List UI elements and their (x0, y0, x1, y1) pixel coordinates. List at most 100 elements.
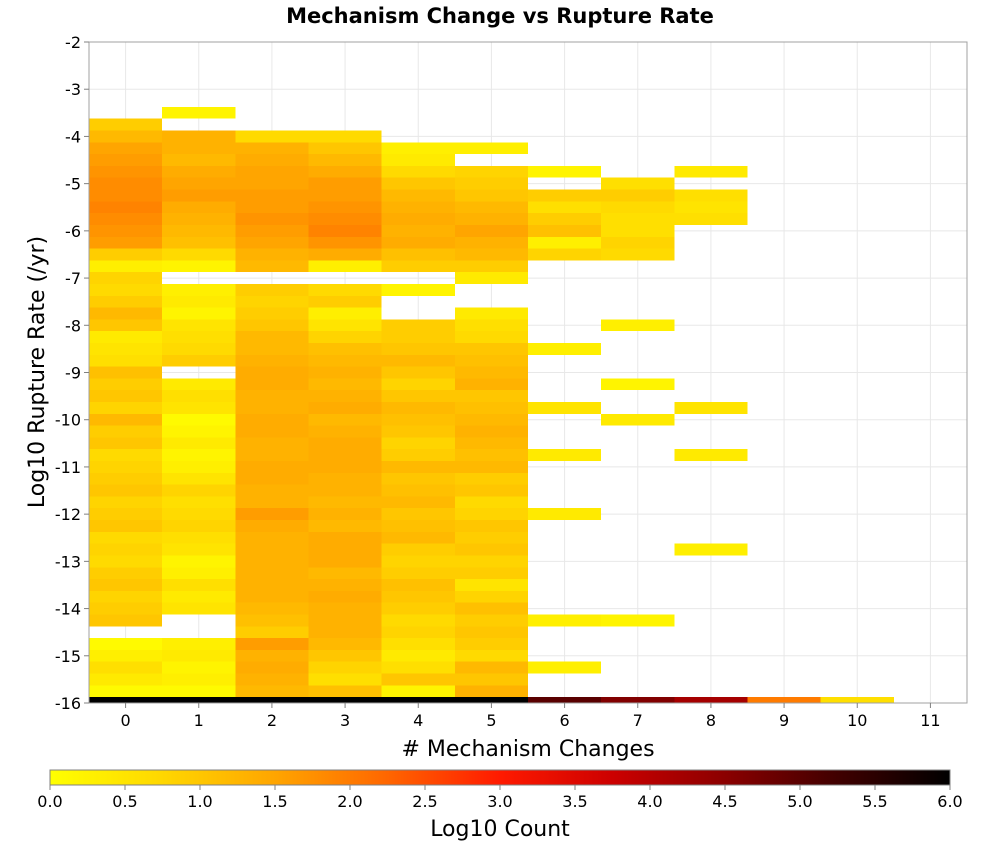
heatmap-cell (235, 295, 309, 308)
heatmap-cell (162, 484, 236, 497)
heatmap-cell (162, 331, 236, 343)
heatmap-cell (454, 685, 528, 698)
colorbar-tick-label: 1.0 (187, 792, 212, 811)
heatmap-cell (89, 508, 163, 521)
heatmap-cell (454, 236, 528, 249)
heatmap-cell (235, 626, 309, 639)
colorbar-tick-label: 4.5 (712, 792, 737, 811)
heatmap-cell (235, 319, 309, 332)
heatmap-cell (381, 697, 455, 703)
heatmap-cell (162, 130, 236, 143)
heatmap-cell (454, 697, 528, 703)
colorbar-tick-label: 0.5 (112, 792, 137, 811)
heatmap-cell (162, 413, 236, 426)
colorbar-tick-label: 2.0 (337, 792, 362, 811)
colorbar-tick-label: 3.5 (562, 792, 587, 811)
heatmap-cell (235, 366, 309, 379)
heatmap-cell (162, 378, 236, 391)
heatmap-cell (235, 260, 309, 273)
heatmap-cell (381, 142, 455, 155)
colorbar-tick-label: 3.0 (487, 792, 512, 811)
heatmap-cell (235, 425, 309, 438)
heatmap-cell (89, 154, 163, 166)
y-tick-label: -4 (65, 127, 81, 146)
heatmap-cell (162, 142, 236, 155)
y-tick-label: -9 (65, 364, 81, 383)
heatmap-cell (89, 248, 163, 261)
heatmap-cell (528, 508, 602, 521)
heatmap-cell (528, 213, 602, 225)
heatmap-cell (381, 673, 455, 686)
heatmap-cell (381, 154, 455, 166)
heatmap-cell (381, 213, 455, 225)
heatmap-cell (381, 366, 455, 379)
heatmap-cell (235, 342, 309, 355)
heatmap-cell (308, 354, 382, 367)
heatmap-cell (381, 496, 455, 509)
heatmap-cell (162, 673, 236, 686)
heatmap-cell (381, 260, 455, 273)
heatmap-cell (235, 567, 309, 580)
heatmap-cell (601, 213, 675, 225)
heatmap-cell (528, 248, 602, 261)
heatmap-cell (162, 697, 236, 703)
heatmap-cell (162, 307, 236, 320)
heatmap-cell (528, 402, 602, 414)
y-tick-label: -6 (65, 222, 81, 241)
x-tick-label: 6 (559, 711, 569, 730)
heatmap-cell (674, 697, 748, 703)
heatmap-cell (235, 189, 309, 202)
heatmap-cell (454, 449, 528, 462)
heatmap-cell (454, 342, 528, 355)
heatmap-cell (528, 449, 602, 462)
heatmap-cell (454, 165, 528, 178)
heatmap-cell (235, 236, 309, 249)
heatmap-cell (454, 531, 528, 544)
heatmap-cell (89, 484, 163, 497)
heatmap-cell (601, 319, 675, 332)
x-tick-label: 7 (633, 711, 643, 730)
heatmap-cell (454, 626, 528, 639)
x-tick-label: 8 (706, 711, 716, 730)
heatmap-cell (454, 567, 528, 580)
heatmap-cell (674, 402, 748, 414)
heatmap-cell (308, 496, 382, 509)
heatmap-cell (89, 177, 163, 190)
heatmap-cell (381, 283, 455, 296)
heatmap-cell (454, 673, 528, 686)
heatmap-cell (454, 366, 528, 379)
x-tick-label: 4 (413, 711, 423, 730)
heatmap-cell (454, 260, 528, 273)
heatmap-cell (235, 461, 309, 473)
heatmap-cell (308, 449, 382, 462)
heatmap-cell (381, 201, 455, 214)
heatmap-cell (162, 177, 236, 190)
heatmap-cell (308, 614, 382, 627)
heatmap-cell (381, 614, 455, 627)
heatmap-cell (381, 236, 455, 249)
heatmap-cell (235, 590, 309, 603)
heatmap-cell (674, 189, 748, 202)
y-tick-label: -5 (65, 175, 81, 194)
heatmap-cell (235, 307, 309, 320)
heatmap-cell (89, 697, 163, 703)
heatmap-cell (601, 697, 675, 703)
heatmap-cell (308, 213, 382, 225)
heatmap-cell (89, 331, 163, 343)
heatmap-cell (162, 201, 236, 214)
heatmap-cell (235, 472, 309, 485)
heatmap-cell (235, 614, 309, 627)
heatmap-cell (674, 165, 748, 178)
heatmap-cell (674, 449, 748, 462)
heatmap-cell (89, 213, 163, 225)
heatmap-cell (454, 378, 528, 391)
heatmap-cell (162, 461, 236, 473)
y-tick-label: -15 (55, 647, 81, 666)
heatmap-cell (454, 331, 528, 343)
heatmap-cell (381, 638, 455, 650)
y-axis-ticks: -2 -3 -4 -5 -6 -7 -8 -9 -10 -11 -12 -13 -14 -15 -16 (55, 33, 89, 713)
heatmap-cell (235, 555, 309, 568)
chart-title: Mechanism Change vs Rupture Rate (286, 4, 714, 28)
heatmap-cell (89, 673, 163, 686)
